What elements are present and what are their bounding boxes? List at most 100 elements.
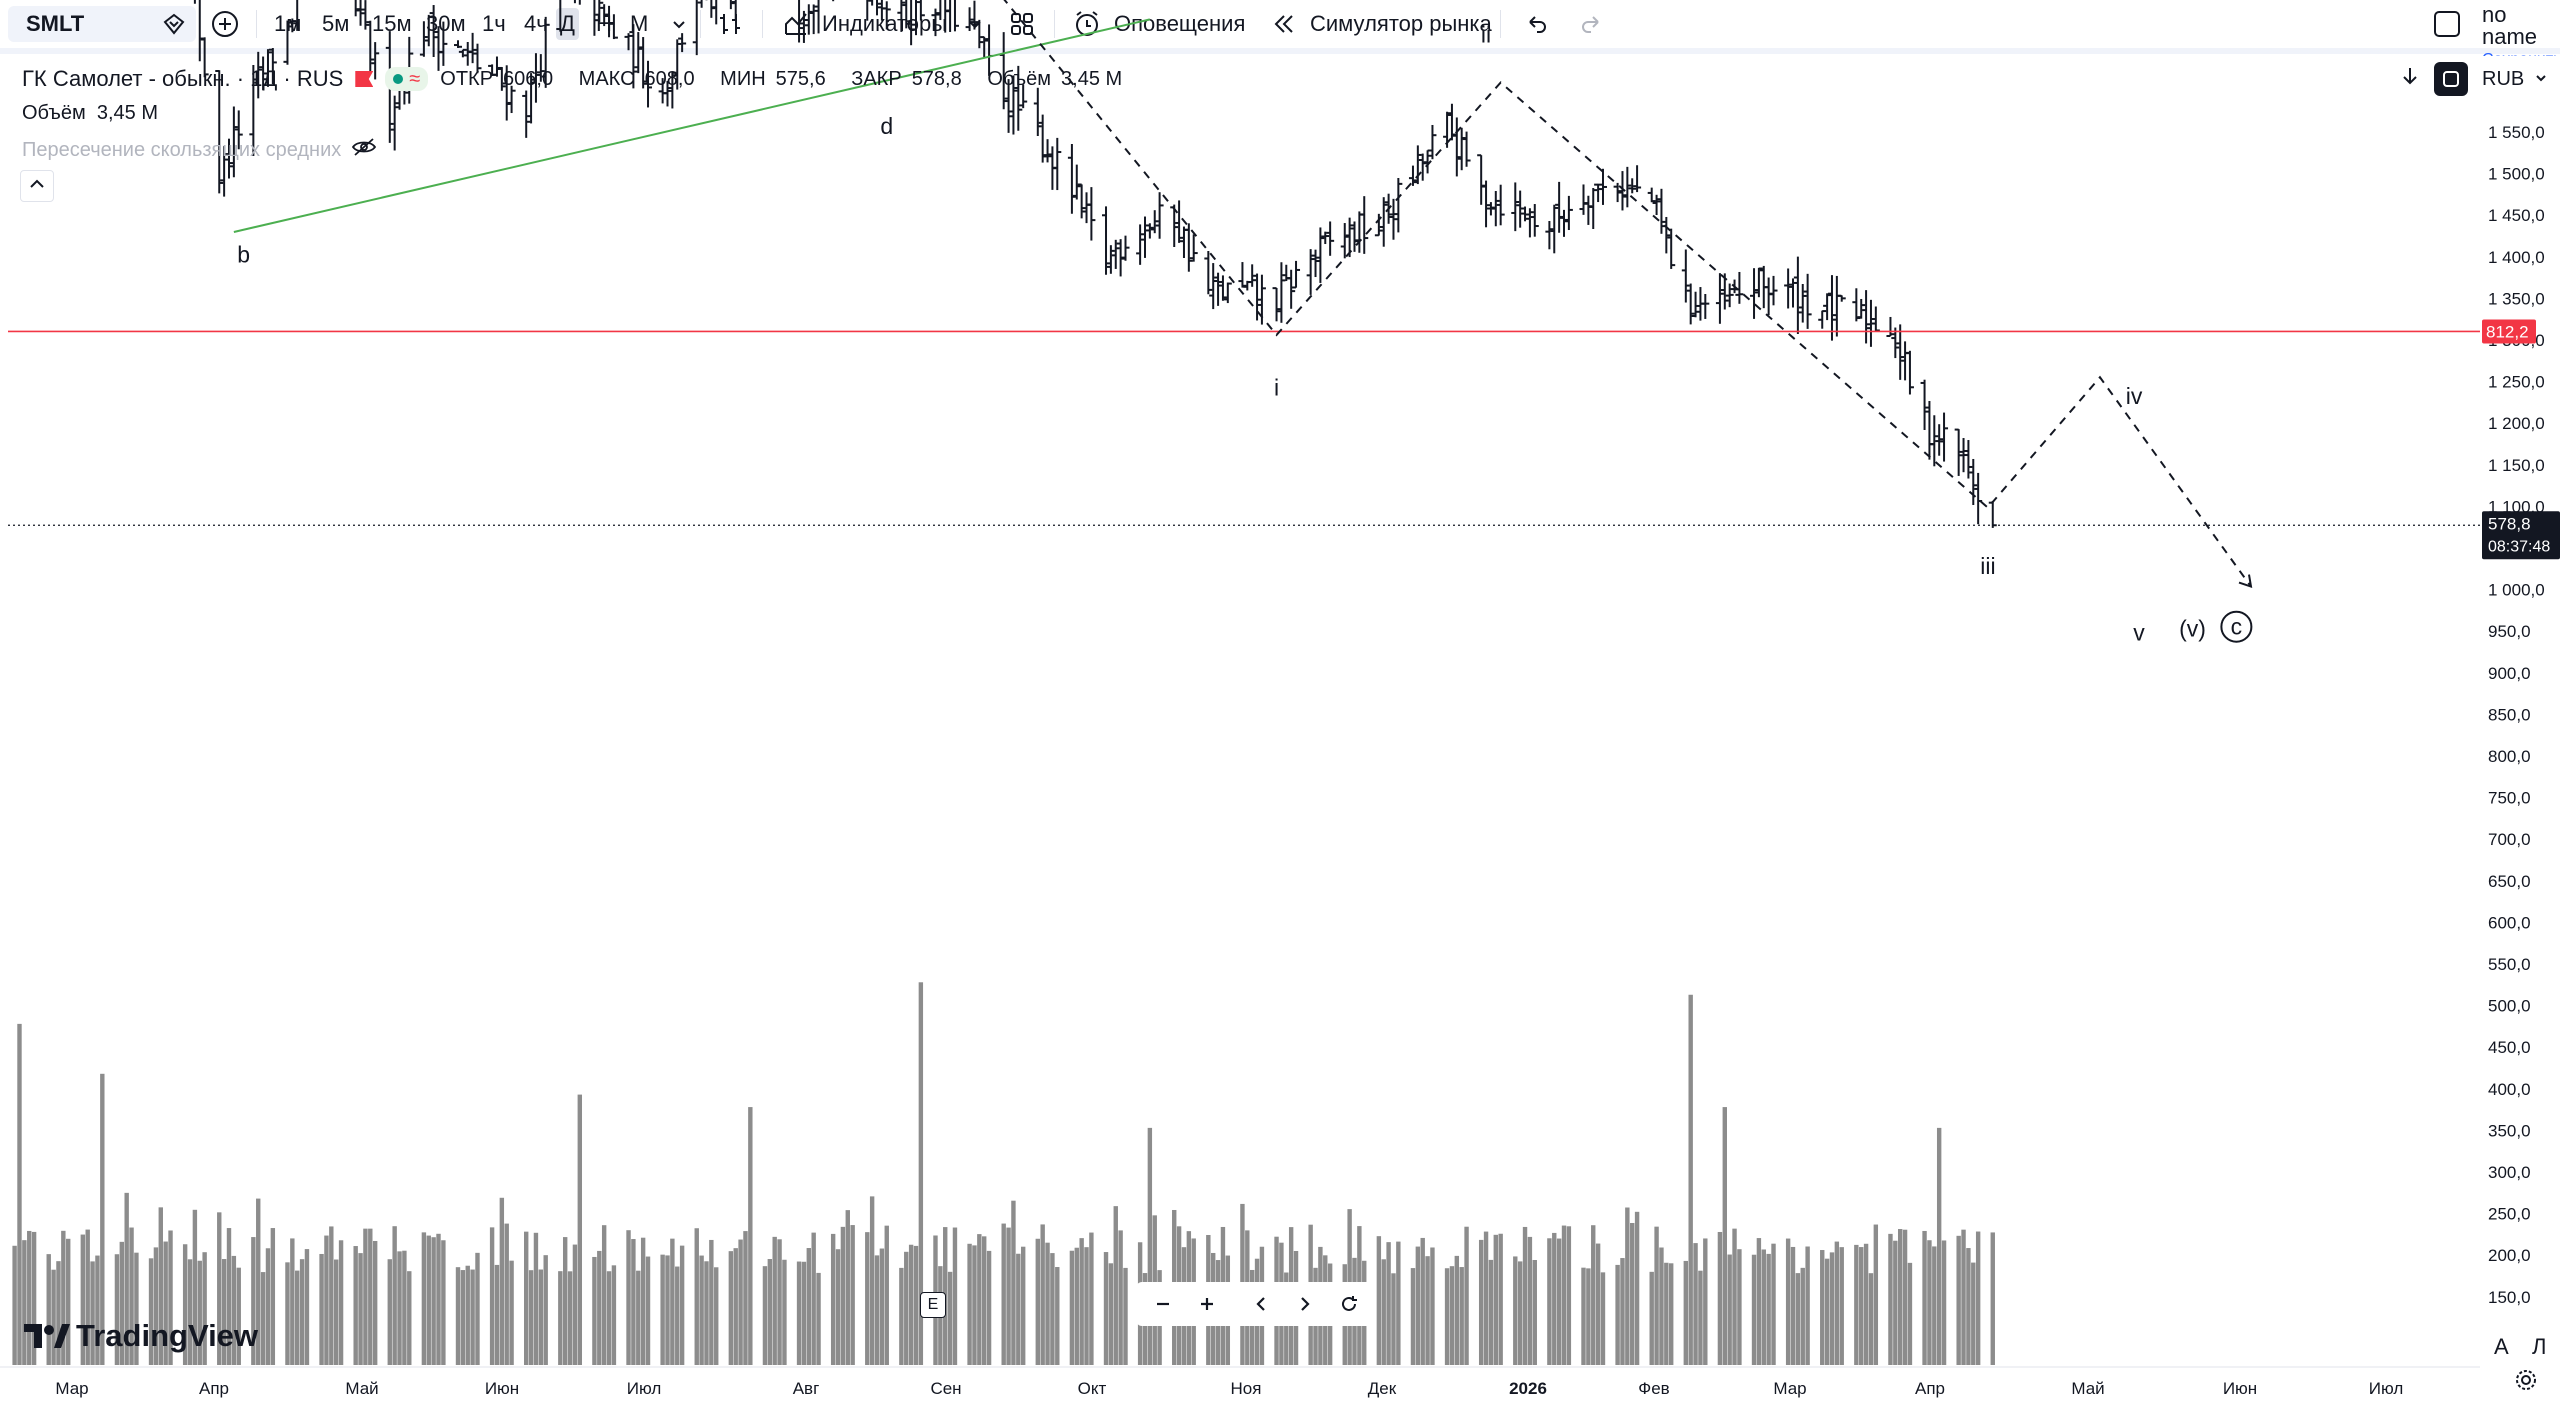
redo-icon[interactable] <box>1578 0 1606 48</box>
price-tick-label[interactable]: 1 200,0 <box>2488 414 2545 433</box>
price-tick-label[interactable]: 450,0 <box>2488 1038 2531 1057</box>
time-tick-label[interactable]: Ноя <box>1231 1379 1262 1398</box>
price-scale[interactable]: 1 550,01 500,01 450,01 400,01 350,01 300… <box>2480 56 2560 1366</box>
interval-button[interactable]: 15м <box>372 11 412 36</box>
price-tick-label[interactable]: 250,0 <box>2488 1205 2531 1224</box>
currency-label[interactable]: RUB <box>2482 67 2525 90</box>
zoom-in-button[interactable] <box>1185 1294 1229 1314</box>
price-tick-label[interactable]: 1 350,0 <box>2488 289 2545 308</box>
interval-button[interactable]: 30м <box>426 11 466 36</box>
scroll-left-button[interactable] <box>1239 1294 1283 1314</box>
price-tick-label[interactable]: 950,0 <box>2488 622 2531 641</box>
time-tick-label[interactable]: Апр <box>199 1379 229 1398</box>
arrow-down-icon[interactable] <box>2400 65 2420 93</box>
price-tick-label[interactable]: 500,0 <box>2488 997 2531 1016</box>
price-tick-label[interactable]: 1 150,0 <box>2488 456 2545 475</box>
price-tick-label[interactable]: 200,0 <box>2488 1246 2531 1265</box>
indicators-button[interactable]: Индикаторы <box>782 0 947 48</box>
time-tick-label[interactable]: Июн <box>2223 1379 2257 1398</box>
time-tick-label[interactable]: Авг <box>793 1379 820 1398</box>
auto-scale-a-button[interactable]: A <box>2494 1334 2509 1359</box>
scroll-right-button[interactable] <box>1283 1294 1327 1314</box>
reset-chart-button[interactable] <box>1327 1293 1371 1315</box>
price-tick-label[interactable]: 750,0 <box>2488 789 2531 808</box>
time-tick-label[interactable]: Окт <box>1078 1379 1107 1398</box>
compare-add-icon[interactable] <box>210 0 240 48</box>
auto-scale-icon[interactable] <box>2434 62 2468 96</box>
price-tick-label[interactable]: 1 400,0 <box>2488 248 2545 267</box>
interval-button[interactable]: 1ч <box>482 11 506 36</box>
time-tick-label[interactable]: 2026 <box>1509 1379 1547 1398</box>
time-tick-label[interactable]: Июл <box>627 1379 662 1398</box>
price-tick-label[interactable]: 1 550,0 <box>2488 123 2545 142</box>
wave-label[interactable]: (v) <box>2179 615 2206 641</box>
log-scale-button[interactable]: Л <box>2532 1334 2547 1359</box>
price-tick-label[interactable]: 1 250,0 <box>2488 373 2545 392</box>
time-tick-label[interactable]: Июл <box>2369 1379 2404 1398</box>
volume-bar <box>460 1270 466 1365</box>
trendline[interactable] <box>233 18 1151 233</box>
price-tick-label[interactable]: 300,0 <box>2488 1163 2531 1182</box>
wave-label[interactable]: c <box>2231 614 2243 640</box>
time-tick-label[interactable]: Апр <box>1915 1379 1945 1398</box>
wave-label[interactable]: iii <box>1980 553 1995 579</box>
symbol-search[interactable]: SMLT <box>8 6 196 42</box>
price-tick-label[interactable]: 650,0 <box>2488 872 2531 891</box>
price-tick-label[interactable]: 1 000,0 <box>2488 581 2545 600</box>
earnings-e-icon[interactable]: E <box>920 1292 946 1318</box>
collapse-legend-button[interactable] <box>20 170 54 202</box>
interval-button[interactable]: Д <box>556 8 579 40</box>
settings-gear-icon[interactable] <box>2514 1368 2538 1398</box>
interval-button[interactable]: 5м <box>322 11 350 36</box>
price-tick-label[interactable]: 350,0 <box>2488 1121 2531 1140</box>
drawings[interactable] <box>0 0 2480 589</box>
price-tick-label[interactable]: 150,0 <box>2488 1288 2531 1307</box>
projection-arrowhead <box>2238 574 2253 589</box>
wave-label[interactable]: i <box>1274 375 1279 401</box>
eye-hidden-icon[interactable] <box>351 137 377 163</box>
price-tick-label[interactable]: 1 450,0 <box>2488 206 2545 225</box>
ma-cross-legend[interactable]: Пересечение скользящих средних <box>22 137 377 163</box>
wave-label[interactable]: b <box>237 242 250 268</box>
time-tick-label[interactable]: Июн <box>485 1379 519 1398</box>
price-tick-label[interactable]: 550,0 <box>2488 955 2531 974</box>
volume-legend[interactable]: Объём 3,45 M <box>22 102 158 125</box>
time-tick-label[interactable]: Фев <box>1638 1379 1669 1398</box>
time-tick-label[interactable]: Мар <box>55 1379 88 1398</box>
zoom-out-button[interactable] <box>1141 1294 1185 1314</box>
replay-button[interactable]: Симулятор рынка <box>1270 0 1492 48</box>
price-tick-label[interactable]: 900,0 <box>2488 664 2531 683</box>
time-tick-label[interactable]: Сен <box>930 1379 961 1398</box>
currency-chevron-down-icon[interactable] <box>2534 68 2548 91</box>
wave-label[interactable]: v <box>2133 620 2145 646</box>
instrument-title[interactable]: ГК Самолет - обыкн. · 1Д · RUS <box>22 66 344 91</box>
time-scale[interactable]: Мар Апр Май Июн Июл Авг Сен Окт Ноя Дек 2026 Фев Мар… <box>0 1366 2480 1398</box>
volume-bar <box>1893 1240 1898 1365</box>
time-tick-label[interactable]: Май <box>345 1379 378 1398</box>
elliott-projection-path[interactable] <box>955 0 2252 588</box>
price-tick-label[interactable]: 1 500,0 <box>2488 165 2545 184</box>
price-tick-label[interactable]: 700,0 <box>2488 830 2531 849</box>
wave-label[interactable]: ii <box>1481 22 1491 48</box>
price-tick-label[interactable]: 800,0 <box>2488 747 2531 766</box>
undo-icon[interactable] <box>1522 0 1550 48</box>
interval-button[interactable]: М <box>630 11 649 36</box>
interval-dropdown-chevron-down-icon[interactable] <box>670 0 688 48</box>
symbol-diamond-icon[interactable] <box>162 12 186 36</box>
volume-bar <box>772 1236 777 1365</box>
price-tick-label[interactable]: 600,0 <box>2488 913 2531 932</box>
price-tick-label[interactable]: 400,0 <box>2488 1080 2531 1099</box>
account-avatar-icon[interactable] <box>2432 0 2462 48</box>
wave-label[interactable]: d <box>880 113 893 139</box>
tradingview-logo[interactable]: TradingView <box>24 1318 258 1354</box>
time-tick-label[interactable]: Мар <box>1773 1379 1806 1398</box>
volume-bar <box>1761 1249 1766 1365</box>
wave-label[interactable]: iv <box>2126 383 2143 409</box>
time-tick-label[interactable]: Май <box>2071 1379 2104 1398</box>
price-tick-label[interactable]: 850,0 <box>2488 705 2531 724</box>
chart-type-bars-icon[interactable] <box>716 0 744 48</box>
interval-button[interactable]: 4ч <box>524 11 548 36</box>
time-tick-label[interactable]: Дек <box>1368 1379 1397 1398</box>
